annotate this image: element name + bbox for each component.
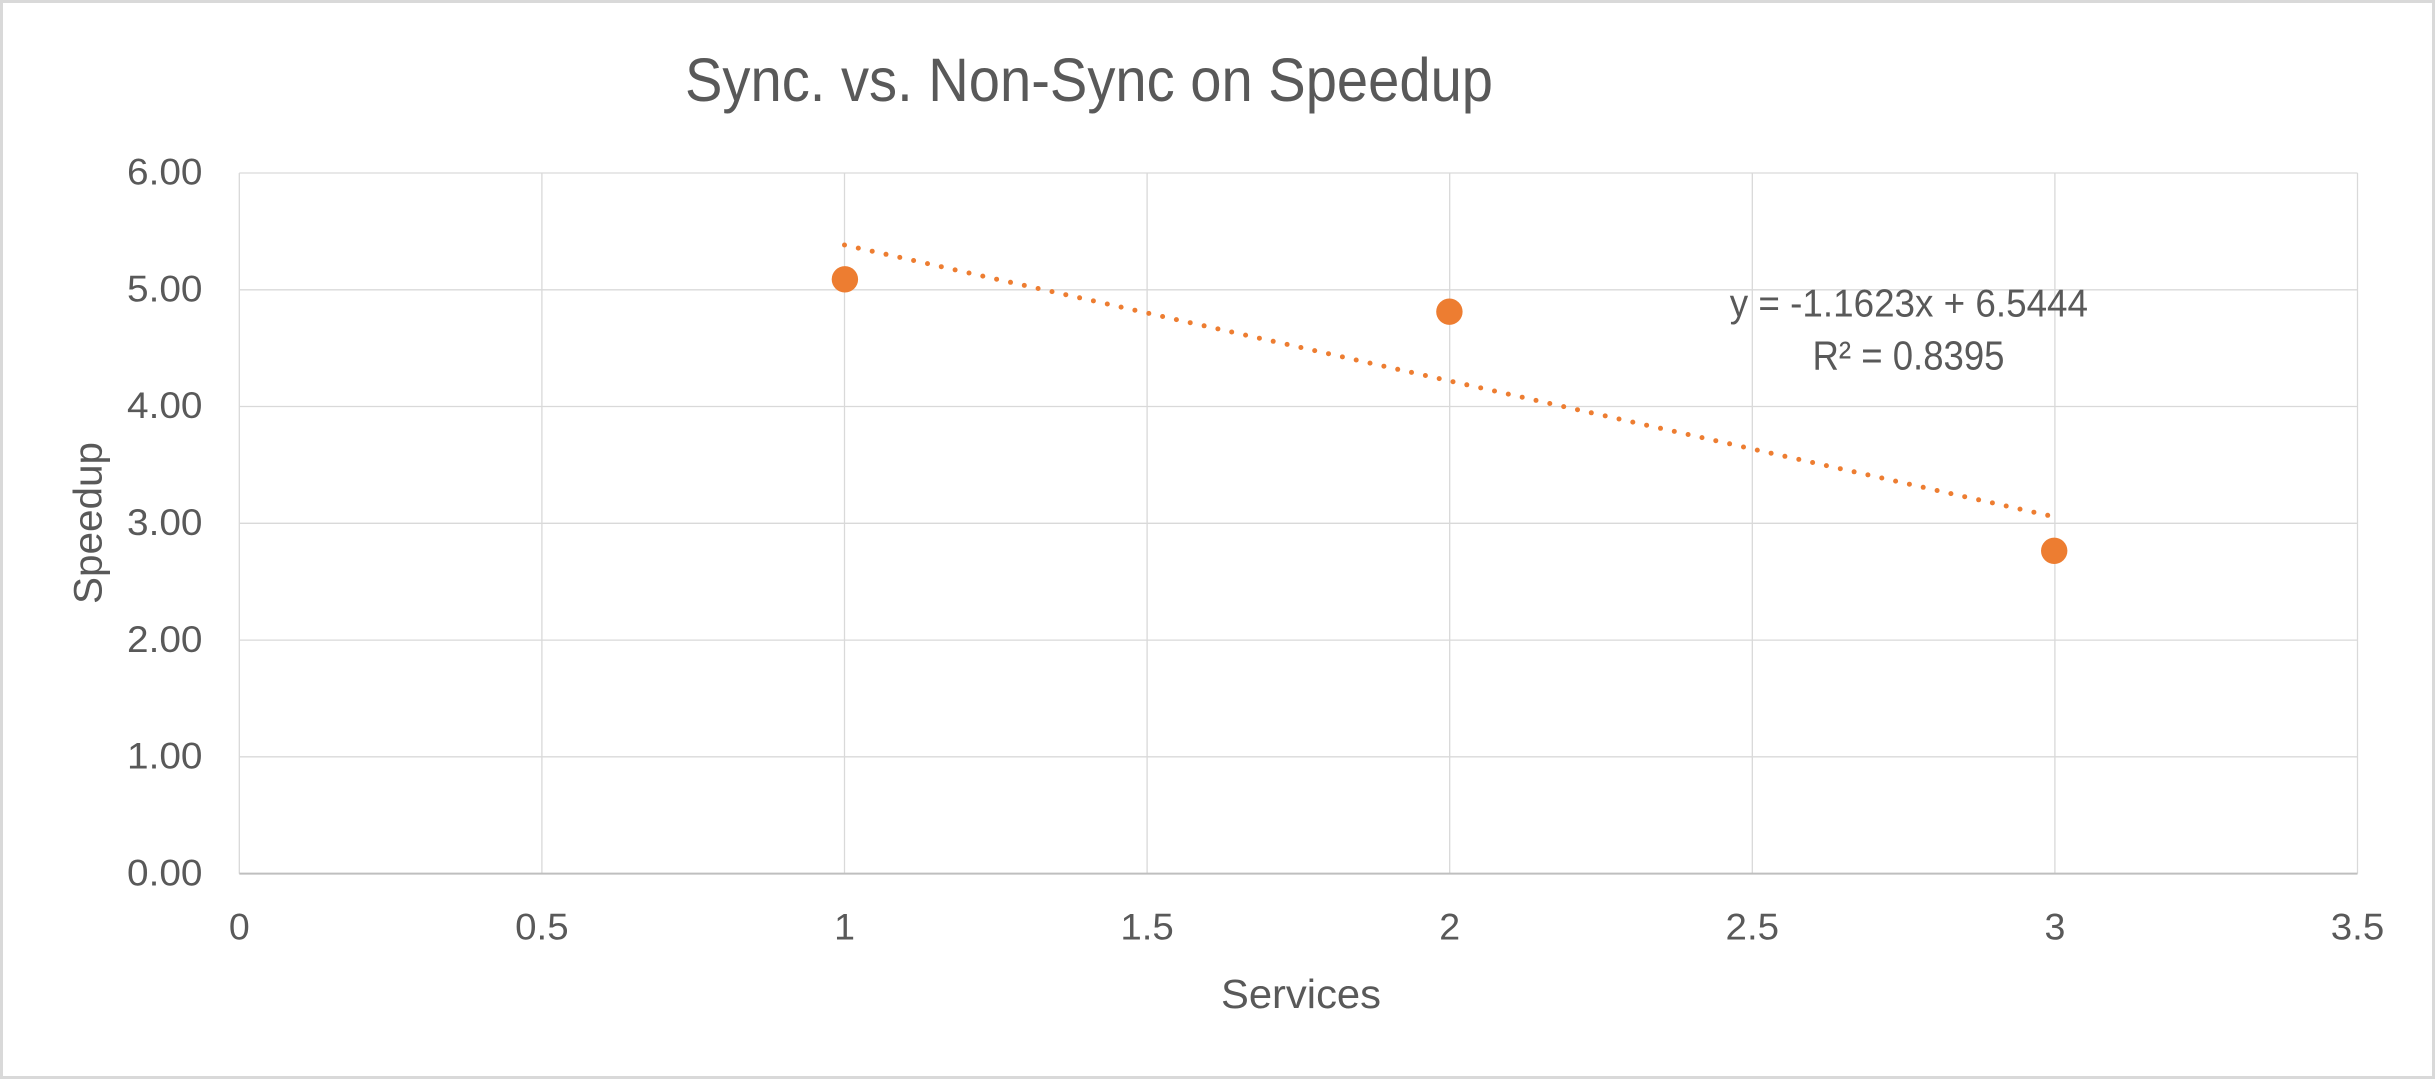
svg-text:0.5: 0.5 <box>515 906 569 948</box>
svg-text:6.00: 6.00 <box>127 151 203 193</box>
svg-text:1.00: 1.00 <box>127 735 203 777</box>
svg-text:5.00: 5.00 <box>127 267 203 309</box>
svg-text:R² = 0.8395: R² = 0.8395 <box>1813 333 2005 379</box>
svg-text:2.00: 2.00 <box>127 618 203 660</box>
svg-text:1.5: 1.5 <box>1120 906 1174 948</box>
svg-text:4.00: 4.00 <box>127 384 203 426</box>
svg-text:3.00: 3.00 <box>127 501 203 543</box>
svg-text:3: 3 <box>2044 906 2065 948</box>
svg-text:y = -1.1623x + 6.5444: y = -1.1623x + 6.5444 <box>1730 283 2088 326</box>
svg-text:2: 2 <box>1439 906 1460 948</box>
svg-text:Speedup: Speedup <box>66 442 110 604</box>
svg-text:3.5: 3.5 <box>2331 906 2385 948</box>
svg-text:Sync. vs. Non-Sync on Speedup: Sync. vs. Non-Sync on Speedup <box>685 46 1493 115</box>
svg-text:0: 0 <box>229 906 250 948</box>
svg-text:Services: Services <box>1221 971 1381 1017</box>
svg-text:2.5: 2.5 <box>1726 906 1780 948</box>
svg-text:0.00: 0.00 <box>127 851 203 893</box>
svg-text:1: 1 <box>834 906 855 948</box>
